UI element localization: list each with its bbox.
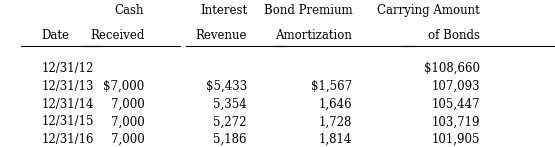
Text: Carrying Amount: Carrying Amount — [377, 4, 480, 17]
Text: 1,728: 1,728 — [319, 115, 352, 128]
Text: 12/31/15: 12/31/15 — [42, 115, 94, 128]
Text: Interest: Interest — [200, 4, 247, 17]
Text: 103,719: 103,719 — [432, 115, 480, 128]
Text: Cash: Cash — [115, 4, 144, 17]
Text: $5,433: $5,433 — [206, 80, 247, 93]
Text: 7,000: 7,000 — [110, 133, 144, 146]
Text: 5,186: 5,186 — [214, 133, 247, 146]
Text: 1,814: 1,814 — [319, 133, 352, 146]
Text: 12/31/13: 12/31/13 — [42, 80, 94, 93]
Text: $7,000: $7,000 — [103, 80, 144, 93]
Text: Amortization: Amortization — [275, 29, 352, 42]
Text: 7,000: 7,000 — [110, 115, 144, 128]
Text: 12/31/16: 12/31/16 — [42, 133, 94, 146]
Text: 1,646: 1,646 — [319, 98, 352, 111]
Text: of Bonds: of Bonds — [428, 29, 480, 42]
Text: 7,000: 7,000 — [110, 98, 144, 111]
Text: Bond Premium: Bond Premium — [264, 4, 352, 17]
Text: 101,905: 101,905 — [432, 133, 480, 146]
Text: 105,447: 105,447 — [431, 98, 480, 111]
Text: $108,660: $108,660 — [424, 62, 480, 75]
Text: $1,567: $1,567 — [311, 80, 352, 93]
Text: 12/31/14: 12/31/14 — [42, 98, 94, 111]
Text: 12/31/12: 12/31/12 — [42, 62, 94, 75]
Text: Date: Date — [42, 29, 69, 42]
Text: Received: Received — [90, 29, 144, 42]
Text: 107,093: 107,093 — [431, 80, 480, 93]
Text: 5,354: 5,354 — [213, 98, 247, 111]
Text: Revenue: Revenue — [195, 29, 247, 42]
Text: 5,272: 5,272 — [214, 115, 247, 128]
